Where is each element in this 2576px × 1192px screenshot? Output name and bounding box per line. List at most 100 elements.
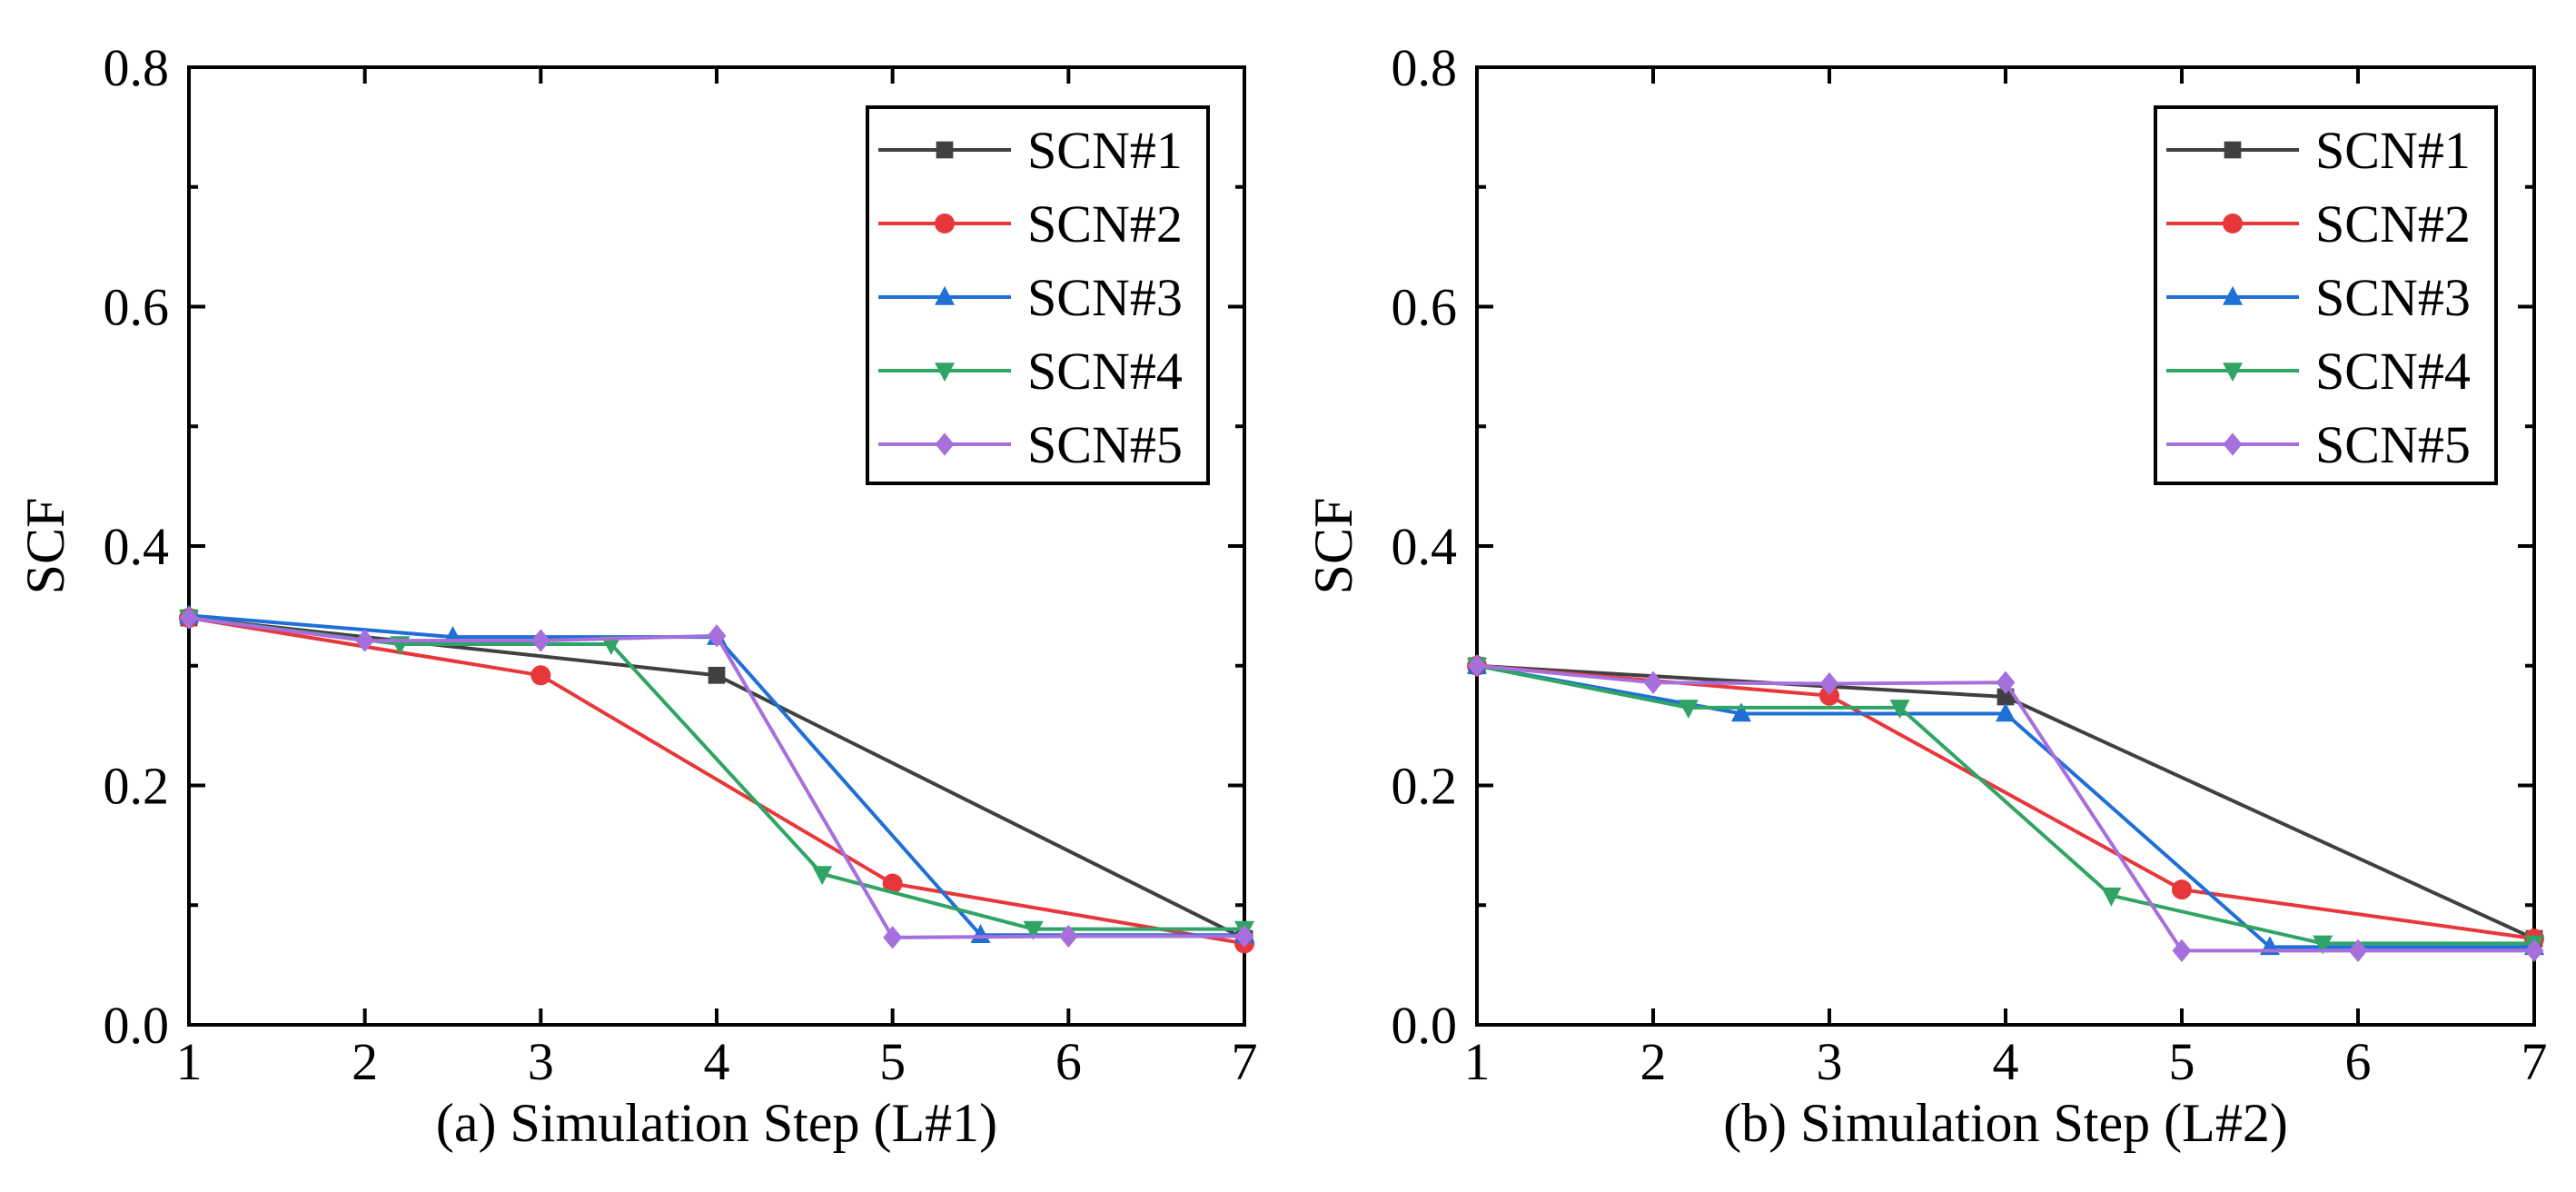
series-line	[188, 613, 1244, 938]
legend-label: SCN#3	[1027, 268, 1183, 327]
data-point	[1889, 700, 1910, 719]
x-tick-label: 6	[2345, 1032, 2372, 1091]
y-tick-label: 0.4	[104, 517, 170, 576]
data-point	[1819, 671, 1839, 696]
data-point	[1819, 685, 1839, 706]
series-5	[1467, 654, 2544, 962]
legend-entry: SCN#3	[878, 268, 1183, 327]
y-axis-title: SCF	[1303, 498, 1363, 595]
legend-marker	[2223, 214, 2243, 233]
y-tick-label: 0.2	[1392, 757, 1458, 816]
x-tick-label: 5	[879, 1032, 906, 1091]
legend-label: SCN#5	[1027, 415, 1183, 474]
legend-entry: SCN#3	[2166, 268, 2471, 327]
data-point	[1467, 654, 1487, 678]
legend-label: SCN#4	[2315, 342, 2471, 401]
legend-label: SCN#3	[2315, 268, 2471, 327]
data-point	[2313, 935, 2333, 955]
data-point	[1643, 670, 1663, 694]
x-tick-label: 7	[1232, 1032, 1258, 1091]
data-point	[812, 866, 833, 886]
y-tick-label: 0.4	[1392, 517, 1458, 576]
data-point	[707, 624, 727, 648]
y-tick-label: 0.8	[104, 38, 170, 97]
data-point	[530, 629, 550, 652]
data-point	[1731, 702, 1751, 722]
legend: SCN#1 SCN#2 SCN#3 SCN#4 SCN#5	[2154, 105, 2498, 485]
x-tick-label: 3	[1817, 1032, 1843, 1091]
legend-marker	[2224, 141, 2242, 159]
series-4	[179, 610, 1254, 940]
x-tick-label: 6	[1055, 1032, 1082, 1091]
data-point	[2172, 939, 2192, 962]
legend-entry: SCN#4	[2166, 342, 2471, 401]
legend-entry: SCN#4	[878, 342, 1183, 401]
y-tick-label: 0.6	[1392, 278, 1458, 337]
data-point	[1023, 920, 1044, 940]
legend-label: SCN#5	[2315, 415, 2471, 474]
legend-entry: SCN#1	[878, 121, 1183, 180]
x-axis-title: (b) Simulation Step (L#2)	[1723, 1093, 2288, 1153]
legend-label: SCN#2	[1027, 194, 1183, 253]
data-point	[1996, 670, 2016, 694]
legend-marker	[935, 214, 955, 233]
legend-marker	[935, 285, 955, 305]
panel-b: 0.0 0.2 0.4 0.6 0.8 1 2 3 4 5 6 7 (b) Simulation Ste…	[1303, 38, 2548, 1153]
y-tick-label: 0.6	[104, 278, 170, 337]
series-2	[179, 608, 1254, 954]
legend-label: SCN#1	[1027, 121, 1183, 180]
data-point	[1058, 924, 1078, 949]
x-tick-label: 5	[2169, 1032, 2195, 1091]
legend-entry: SCN#2	[878, 194, 1183, 253]
data-point	[883, 926, 903, 949]
legend-entry: SCN#5	[878, 415, 1183, 474]
data-point	[708, 666, 726, 684]
y-tick-label: 0.0	[104, 996, 170, 1055]
legend-entry: SCN#5	[2166, 415, 2471, 474]
y-tick-label: 0.8	[1392, 38, 1458, 97]
data-point	[530, 665, 551, 686]
legend-label: SCN#4	[1027, 342, 1183, 401]
data-point	[1234, 924, 1254, 949]
x-tick-label: 2	[352, 1032, 378, 1091]
data-point	[355, 629, 375, 652]
data-point	[1678, 700, 1699, 719]
x-axis-title: (a) Simulation Step (L#1)	[436, 1093, 997, 1153]
x-tick-label: 4	[704, 1032, 730, 1091]
series-line	[188, 616, 1245, 946]
x-tick-label: 1	[1464, 1032, 1491, 1091]
data-point	[882, 873, 903, 894]
x-tick-label: 1	[176, 1032, 203, 1091]
legend-marker	[2223, 285, 2243, 305]
legend-marker	[2223, 432, 2243, 456]
series-5	[179, 606, 1254, 949]
data-point	[600, 636, 621, 656]
series-3	[179, 604, 1254, 943]
legend-label: SCN#1	[2315, 121, 2471, 180]
data-point	[2348, 939, 2368, 962]
x-tick-label: 3	[528, 1032, 554, 1091]
legend-marker	[2223, 363, 2243, 382]
x-tick-label: 7	[2522, 1032, 2548, 1091]
panel-a: 0.0 0.2 0.4 0.6 0.8 1 2 3 4 5 6 7 (a) Simulation Ste…	[15, 38, 1258, 1153]
legend-entry: SCN#1	[2166, 121, 2471, 180]
legend: SCN#1 SCN#2 SCN#3 SCN#4 SCN#5	[866, 105, 1210, 485]
legend-label: SCN#2	[2315, 194, 2471, 253]
y-tick-label: 0.0	[1392, 996, 1458, 1055]
data-point	[1996, 702, 2016, 722]
data-point	[1996, 688, 2015, 706]
legend-marker	[935, 432, 955, 456]
series-line	[188, 616, 1244, 931]
legend-entry: SCN#2	[2166, 194, 2471, 253]
data-point	[2101, 887, 2122, 907]
x-tick-label: 4	[1993, 1032, 2019, 1091]
data-point	[2524, 939, 2544, 962]
x-tick-label: 2	[1640, 1032, 1667, 1091]
y-axis-title: SCF	[15, 498, 75, 595]
y-tick-label: 0.2	[104, 757, 170, 816]
data-point	[179, 606, 199, 630]
data-point	[2172, 879, 2192, 900]
legend-marker	[936, 141, 954, 159]
legend-marker	[935, 363, 955, 382]
